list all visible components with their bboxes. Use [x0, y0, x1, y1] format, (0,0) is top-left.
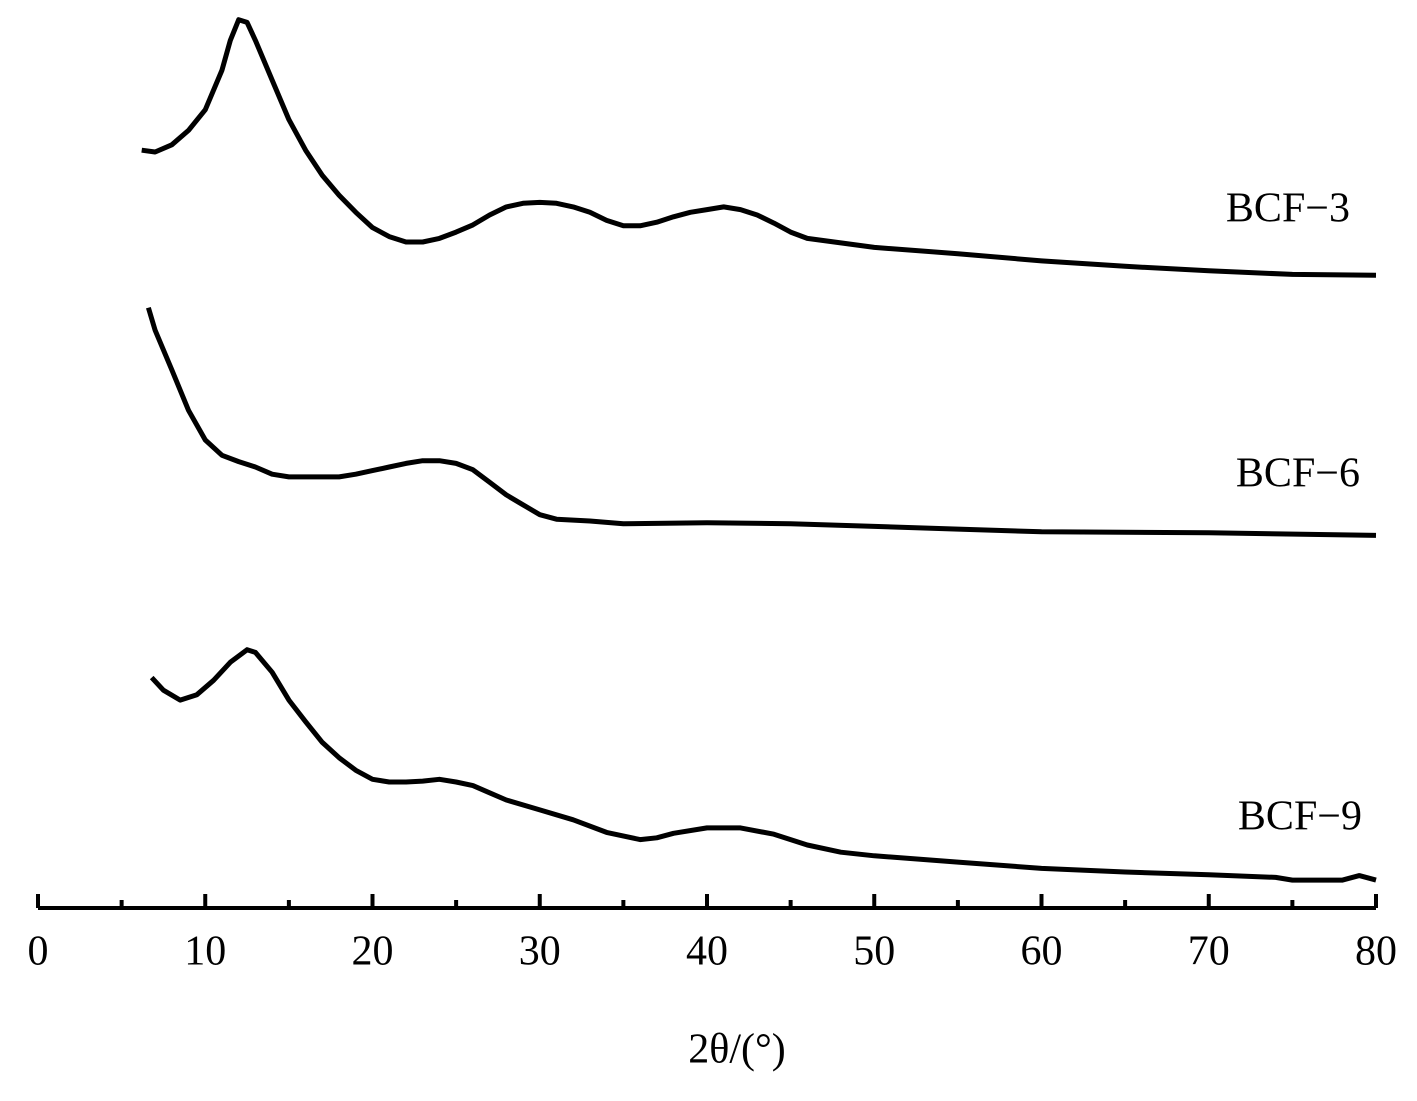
x-tick-label: 60 [1021, 929, 1063, 975]
series-label: BCF−6 [1236, 451, 1360, 497]
x-tick-label: 40 [686, 929, 728, 975]
x-tick-label: 0 [28, 929, 49, 975]
x-tick-label: 80 [1355, 929, 1397, 975]
series-label: BCF−3 [1226, 186, 1350, 232]
x-tick-label: 20 [352, 929, 394, 975]
series-label: BCF−9 [1238, 794, 1362, 840]
xrd-curve [141, 17, 1377, 278]
xrd-curve [146, 306, 1377, 538]
x-tick-label: 10 [184, 929, 226, 975]
x-tick-label: 70 [1188, 929, 1230, 975]
xrd-curve [149, 647, 1377, 883]
x-tick-label: 50 [853, 929, 895, 975]
x-tick-label: 30 [519, 929, 561, 975]
x-axis-label: 2θ/(°) [688, 1027, 786, 1073]
